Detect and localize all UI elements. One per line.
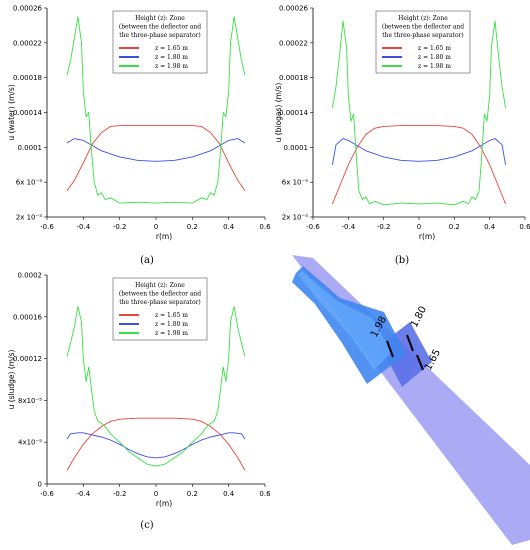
legend-box [112,277,208,341]
x-tick-label: -0.6 [306,223,320,231]
x-tick-label: -0.6 [40,490,54,498]
x-tick-label: 0.4 [223,223,235,231]
legend-title-line: Height (z): Zone [398,15,448,22]
x-tick-label: 0.4 [223,490,235,498]
y-tick-label: 6x 10⁻⁵ [282,179,308,187]
section-line-1-80 [406,334,414,352]
y-axis-label: u (sludge) (m/s) [7,350,16,410]
x-tick-label: 0.2 [187,223,198,231]
x-tick-label: 0.4 [484,223,496,231]
panel-caption: (b) [395,255,409,266]
y-tick-label: 0.0001 [284,144,309,152]
y-tick-label: 0.00026 [279,5,308,13]
chart-biogas-velocity: -0.6 -0.4 -0.2 0 0.2 0.4 0.6 2x 10⁻⁵ 6x 10⁻⁵ 0.00… [274,5,530,267]
x-tick-label: -0.4 [76,223,90,231]
legend-title-line: the three-phase separator) [119,32,201,39]
legend-title-line: the three-phase separator) [382,32,464,39]
legend-title-line: (between the deflector and [119,291,201,298]
legend-entry-3: z = 1.98 m [155,330,188,337]
x-axis-label: r(m) [156,232,172,241]
height-label-1-80: 1.80 [409,305,429,330]
y-tick-label: 0.0001 [18,144,43,152]
panel-caption: (c) [140,520,154,531]
series-line-2 [66,138,246,162]
x-tick-label: -0.6 [40,223,54,231]
legend-entry-2: z = 1.80 m [155,54,188,61]
x-tick-label: 0 [417,223,421,231]
legend-entry-2: z = 1.80 m [418,54,451,61]
legend-title-line: Height (z): Zone [135,282,185,289]
y-tick-label: 2x 10⁻⁵ [16,214,42,222]
legend-title-line: (between the deflector and [382,24,464,31]
y-tick-label: 0.00014 [13,109,42,117]
y-tick-label: 4x10⁻⁵ [18,439,42,447]
x-tick-label: 0.2 [187,490,198,498]
y-tick-label: 0.00022 [13,39,42,47]
y-axis-label: u (biogas) (m/s) [274,83,283,143]
legend-box [375,10,471,74]
y-tick-label: 2x 10⁻⁵ [282,214,308,222]
legend-entry-3: z = 1.98 m [155,63,188,70]
x-tick-label: 0.2 [449,223,460,231]
series-line-3 [66,305,246,467]
y-tick-label: 0.00016 [13,313,42,321]
y-tick-label: 6x 10⁻⁵ [16,179,42,187]
x-tick-label: -0.4 [76,490,90,498]
x-tick-label: 0 [154,223,158,231]
legend-box [112,10,208,74]
x-tick-label: -0.2 [113,490,127,498]
legend-entry-1: z = 1.65 m [155,312,188,319]
y-axis-label: u (water) (m/s) [7,84,16,140]
legend-entry-2: z = 1.80 m [155,321,188,328]
reactor-schematic: 1.98 1.80 1.65 [292,255,530,545]
legend-entry-3: z = 1.98 m [418,63,451,70]
chart-sludge-velocity: -0.6 -0.4 -0.2 0 0.2 0.4 0.6 0 4x10⁻⁵ 8x10⁻⁵ 0.000… [7,272,271,532]
series-line-3 [66,16,246,204]
section-line-1-98 [386,340,394,358]
series-line-1 [66,125,246,192]
series-line-1 [66,417,246,471]
y-tick-label: 0.0002 [18,272,43,280]
y-tick-label: 0.00022 [279,39,308,47]
x-axis-label: r(m) [156,499,172,508]
x-tick-label: 0.6 [519,223,530,231]
series-line-2 [66,432,246,459]
y-tick-label: 0.00012 [13,355,42,363]
x-tick-label: -0.2 [377,223,391,231]
legend-title-line: the three-phase separator) [119,299,201,306]
series-line-1 [331,125,507,205]
x-axis-label: r(m) [419,232,435,241]
y-tick-label: 0.00014 [279,109,308,117]
x-tick-label: 0.6 [259,223,271,231]
y-tick-label: 8x10⁻⁵ [18,397,42,405]
series-line-3 [331,20,507,206]
section-line-1-65 [416,354,424,371]
x-tick-label: 0 [154,490,158,498]
x-tick-label: 0.6 [259,490,271,498]
series-line-2 [331,138,507,165]
x-tick-label: -0.2 [113,223,127,231]
legend-title-line: (between the deflector and [119,24,201,31]
legend-entry-1: z = 1.65 m [418,45,451,52]
panel-caption: (a) [140,255,154,266]
chart-water-velocity: -0.6 -0.4 -0.2 0 0.2 0.4 0.6 2x 10⁻⁵ 6x 10⁻⁵ 0.00… [7,5,271,267]
legend-entry-1: z = 1.65 m [155,45,188,52]
y-tick-label: 0.00018 [279,74,308,82]
y-tick-label: 0.00026 [13,5,42,13]
x-tick-label: -0.4 [341,223,355,231]
cone-highlight [298,271,392,370]
legend-title-line: Height (z): Zone [135,15,185,22]
y-tick-label: 0 [38,481,42,489]
y-tick-label: 0.00018 [13,74,42,82]
